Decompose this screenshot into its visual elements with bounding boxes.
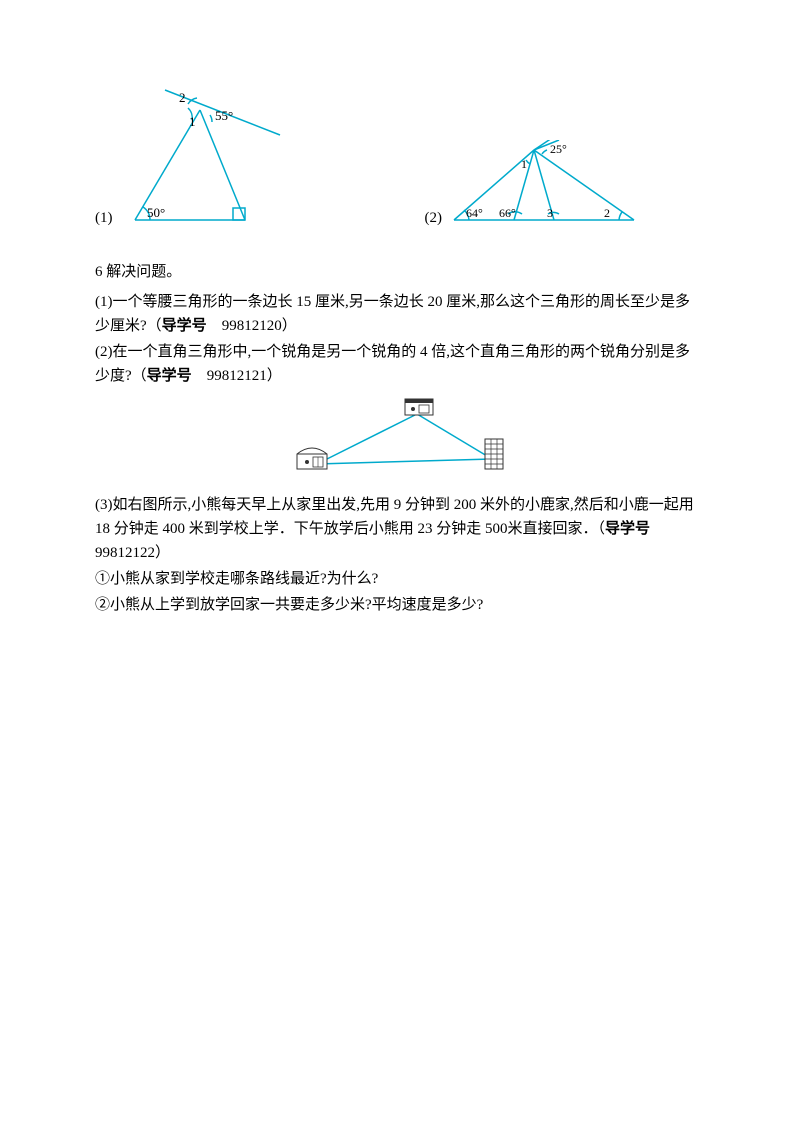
q3-diagram-wrap: [95, 394, 698, 487]
figure-2-wrap: (2): [425, 140, 645, 230]
fig1-angle-bl: 50°: [147, 205, 165, 220]
fig1-angle-2: 2: [179, 90, 186, 105]
fig2-angle-25: 25°: [550, 142, 567, 156]
fig2-angle-3: 3: [547, 206, 553, 220]
fig2-angle-64: 64°: [466, 206, 483, 220]
figure-1-label: (1): [95, 206, 113, 230]
q2: (2)在一个直角三角形中,一个锐角是另一个锐角的 4 倍,这个直角三角形的两个锐…: [95, 340, 698, 388]
q3-sub2: ②小熊从上学到放学回家一共要走多少米?平均速度是多少?: [95, 593, 698, 617]
school-icon: [405, 399, 433, 415]
figures-row: (1): [95, 80, 698, 230]
page-content: (1): [0, 0, 793, 617]
q3: (3)如右图所示,小熊每天早上从家里出发,先用 9 分钟到 200 米外的小鹿家…: [95, 493, 698, 565]
figure-2-label: (2): [425, 206, 443, 230]
q2-close: ）: [267, 368, 282, 384]
figure-1-wrap: (1): [95, 80, 295, 230]
fig2-angle-2: 2: [604, 206, 610, 220]
figure-1-svg: 50° 55° 1 2: [115, 80, 295, 230]
q2-ref-num: 99812121: [192, 368, 267, 384]
q1-ref-label: 导学号: [162, 318, 207, 334]
fig1-angle-55: 55°: [215, 108, 233, 123]
q3-sub1: ①小熊从家到学校走哪条路线最近?为什么?: [95, 567, 698, 591]
fig1-angle-1: 1: [189, 114, 196, 129]
fig2-angle-66: 66°: [499, 206, 516, 220]
q2-ref-label: 导学号: [147, 368, 192, 384]
figure-2-svg: 25° 1 64° 66° 3 2: [444, 140, 644, 230]
bear-home-icon: [297, 448, 327, 469]
fig2-angle-1: 1: [521, 157, 527, 171]
q1: (1)一个等腰三角形的一条边长 15 厘米,另一条边长 20 厘米,那么这个三角…: [95, 290, 698, 338]
q3-ref-label: 导学号: [605, 521, 650, 537]
section-6-title: 6 解决问题。: [95, 260, 698, 284]
deer-home-icon: [485, 439, 503, 469]
q3-text: (3)如右图所示,小熊每天早上从家里出发,先用 9 分钟到 200 米外的小鹿家…: [95, 497, 694, 537]
q3-close: ）: [155, 545, 170, 561]
q1-ref-num: 99812120: [207, 318, 282, 334]
q3-diagram: [267, 394, 527, 479]
q1-close: ）: [282, 318, 297, 334]
